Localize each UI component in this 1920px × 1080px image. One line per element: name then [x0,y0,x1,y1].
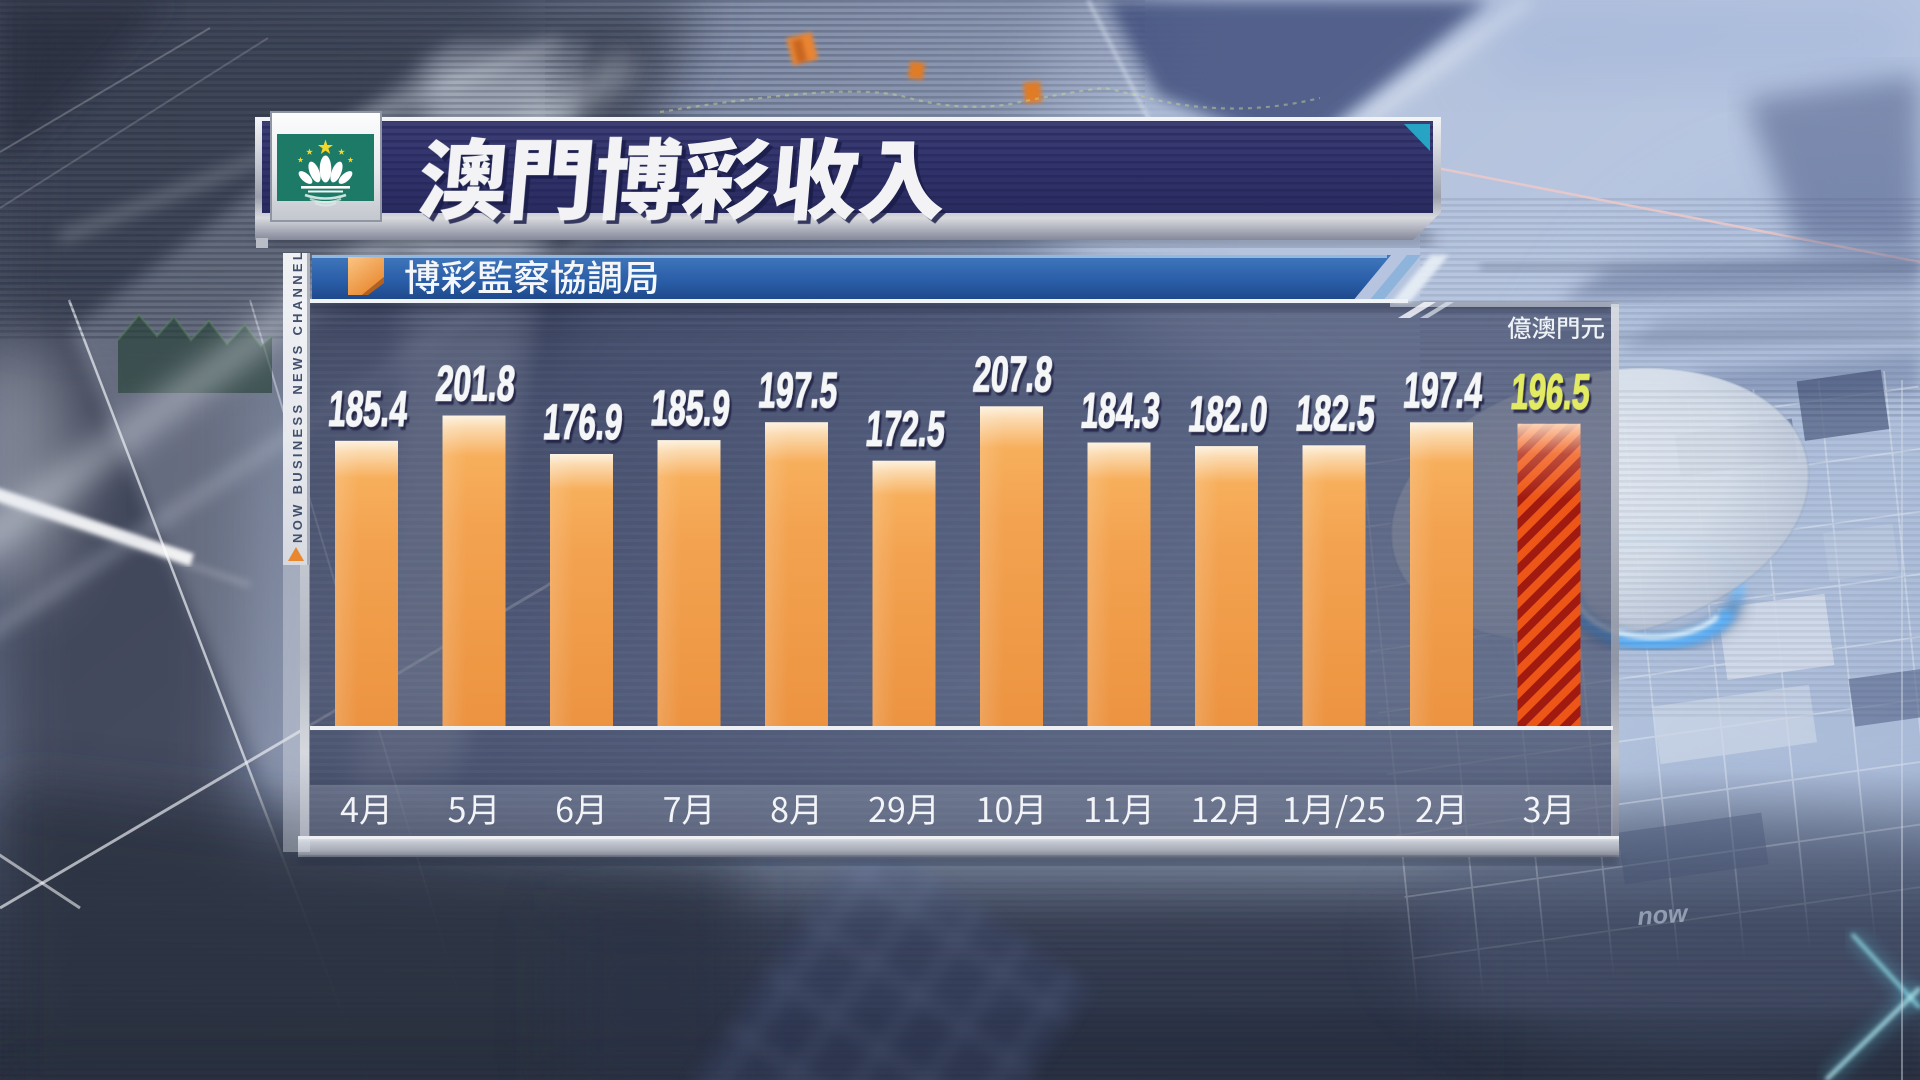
svg-text:NOW BUSINESS NEWS CHANNEL: NOW BUSINESS NEWS CHANNEL [290,249,305,543]
svg-text:172.5: 172.5 [864,400,948,456]
svg-text:207.8: 207.8 [971,346,1055,402]
svg-text:184.3: 184.3 [1079,382,1163,438]
svg-text:176.9: 176.9 [541,394,625,450]
svg-text:201.8: 201.8 [434,355,518,411]
svg-text:185.4: 185.4 [326,380,410,436]
svg-text:196.5: 196.5 [1509,363,1593,419]
svg-text:182.0: 182.0 [1186,386,1270,442]
svg-text:182.5: 182.5 [1294,385,1378,441]
svg-text:now: now [1636,899,1689,931]
svg-text:185.9: 185.9 [649,380,733,436]
svg-text:197.5: 197.5 [756,362,840,418]
svg-text:197.4: 197.4 [1401,362,1485,418]
